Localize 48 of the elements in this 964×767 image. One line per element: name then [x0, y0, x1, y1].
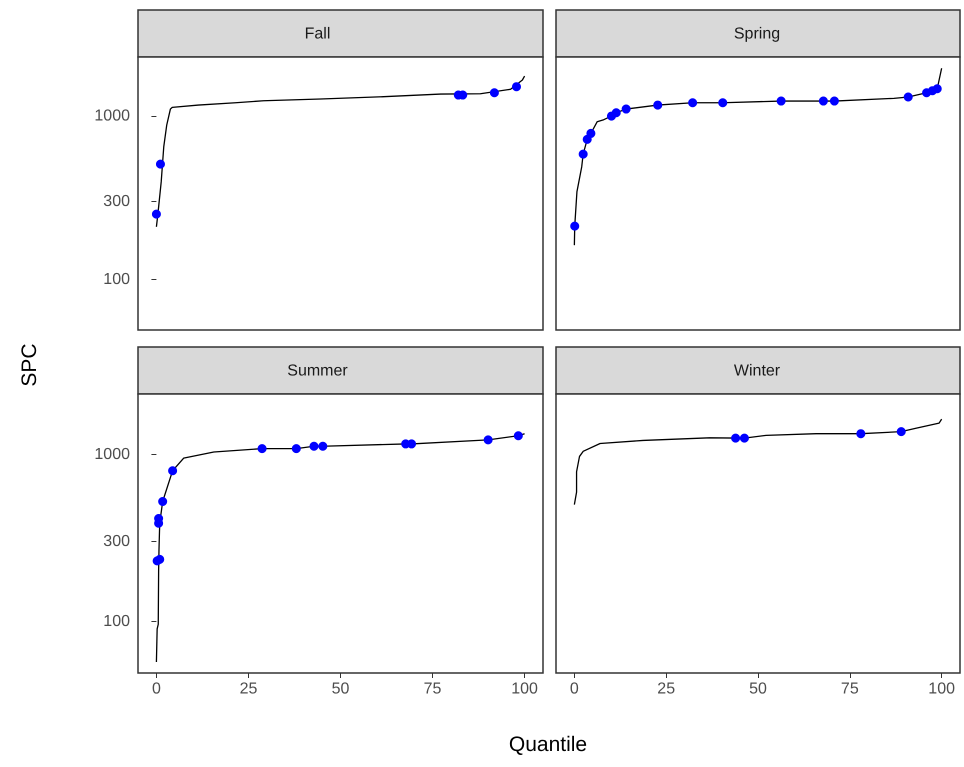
- y-axis-title: SPC: [18, 343, 42, 387]
- point: [718, 98, 728, 108]
- chart-title: Summer: [287, 362, 348, 380]
- x-tick-label: 50: [749, 680, 767, 698]
- point: [653, 100, 662, 110]
- x-tick-label: 100: [511, 680, 538, 698]
- point: [156, 160, 165, 169]
- x-tick-label: 75: [840, 680, 859, 698]
- y-tick-label: 100: [103, 612, 130, 630]
- point: [904, 92, 913, 102]
- point: [158, 497, 168, 506]
- point: [155, 554, 164, 564]
- x-tick-label: 100: [928, 680, 956, 698]
- point: [570, 222, 580, 231]
- y-tick-label: 300: [103, 192, 130, 210]
- x-tick-label: 25: [657, 680, 676, 698]
- point: [310, 442, 318, 451]
- point: [818, 96, 828, 106]
- point: [490, 88, 499, 98]
- chart-title: Winter: [734, 362, 781, 380]
- point: [586, 128, 596, 138]
- x-axis-title: Quantile: [508, 733, 588, 757]
- y-tick-label: 100: [103, 270, 130, 288]
- point: [292, 444, 301, 454]
- point: [168, 466, 178, 476]
- point: [776, 96, 786, 106]
- point: [932, 84, 942, 94]
- point: [622, 104, 631, 114]
- point: [318, 442, 328, 451]
- point: [484, 435, 493, 444]
- point: [688, 98, 698, 108]
- x-tick-label: 0: [152, 680, 161, 698]
- point: [612, 108, 621, 118]
- point: [512, 82, 521, 92]
- chart-title: Spring: [734, 26, 780, 42]
- point: [514, 431, 523, 440]
- point: [258, 444, 267, 454]
- y-tick-label: 300: [103, 533, 130, 550]
- point: [830, 96, 839, 106]
- x-tick-label: 75: [424, 680, 442, 698]
- y-tick-label: 1000: [94, 108, 130, 125]
- point: [578, 150, 588, 159]
- point: [152, 210, 161, 219]
- x-tick-label: 50: [332, 680, 350, 698]
- chart-title: Fall: [304, 26, 330, 42]
- x-tick-label: 25: [240, 680, 258, 698]
- y-tick-label: 1000: [94, 446, 130, 463]
- x-tick-label: 0: [570, 680, 579, 698]
